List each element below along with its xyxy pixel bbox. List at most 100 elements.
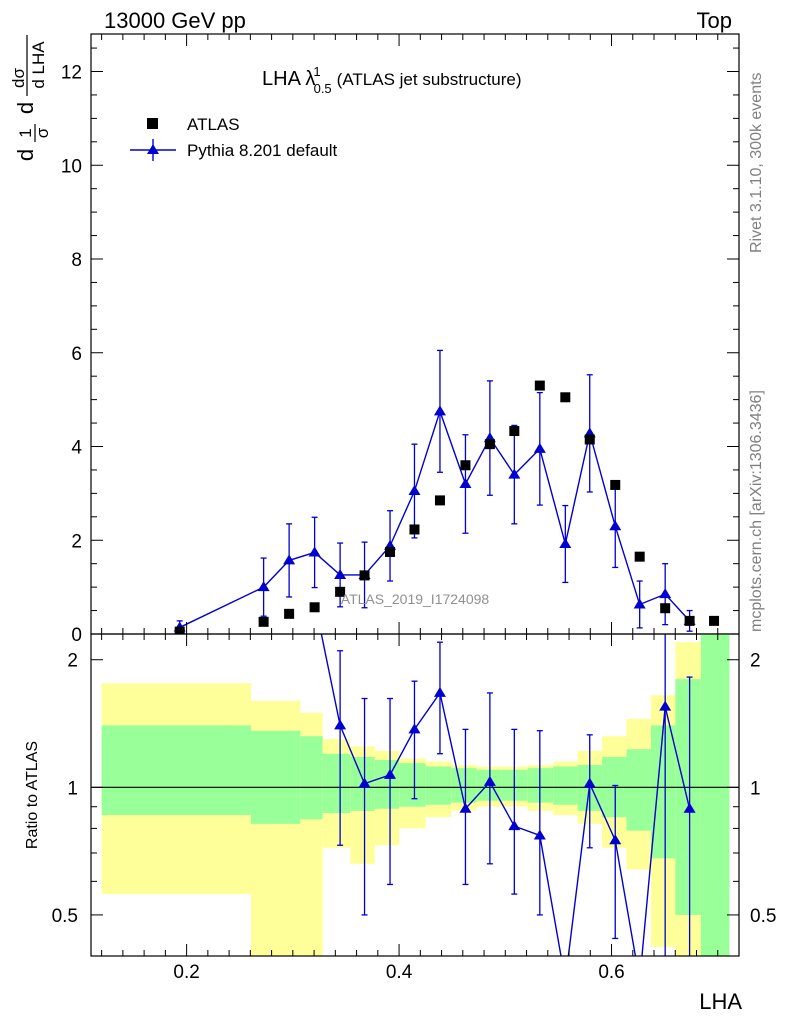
atlas-marker bbox=[309, 602, 320, 613]
x-tick-label: 0.2 bbox=[173, 962, 199, 983]
ratio-band-inner bbox=[650, 725, 676, 859]
atlas-marker bbox=[335, 586, 346, 597]
ratio-marker bbox=[358, 777, 371, 788]
lower-y-tick-label-right: 0.5 bbox=[750, 906, 776, 927]
lower-y-tick-label: 2 bbox=[67, 651, 78, 672]
atlas-marker bbox=[660, 603, 671, 614]
atlas-marker bbox=[509, 426, 520, 437]
atlas-marker bbox=[484, 439, 495, 450]
ratio-band-inner bbox=[101, 725, 251, 816]
ratio-marker bbox=[459, 802, 472, 813]
pythia-marker bbox=[334, 568, 347, 579]
lower-y-tick-label-right: 1 bbox=[750, 778, 761, 799]
upper-y-tick-label: 10 bbox=[61, 156, 82, 177]
ratio-band-inner bbox=[425, 766, 452, 805]
ratio-band-inner bbox=[626, 749, 651, 831]
pythia-marker bbox=[433, 405, 446, 416]
ratio-marker bbox=[483, 775, 496, 786]
pythia-marker bbox=[559, 538, 572, 548]
upper-y-tick-label: 12 bbox=[61, 63, 82, 84]
atlas-marker bbox=[460, 460, 471, 471]
header-left-label: 13000 GeV pp bbox=[104, 8, 246, 33]
ylabel-dlha: d LHA bbox=[29, 41, 48, 89]
ratio-marker bbox=[334, 719, 347, 730]
lower-y-axis-label: Ratio to ATLAS bbox=[24, 741, 41, 849]
pythia-marker bbox=[257, 581, 270, 592]
ratio-band-inner bbox=[675, 679, 701, 915]
legend-atlas-label: ATLAS bbox=[187, 115, 240, 134]
atlas-marker bbox=[684, 615, 695, 626]
x-tick-label: 0.4 bbox=[386, 962, 413, 983]
upper-y-tick-label: 8 bbox=[71, 250, 82, 271]
ylabel-sigma: σ bbox=[33, 127, 52, 138]
plot-title-suffix: (ATLAS jet substructure) bbox=[337, 70, 522, 89]
header-right-label: Top bbox=[697, 8, 732, 33]
ratio-band-inner bbox=[399, 763, 426, 807]
upper-y-tick-label: 4 bbox=[71, 438, 82, 459]
plot-title-base: LHA λ bbox=[262, 68, 315, 90]
ratio-band-inner bbox=[553, 766, 578, 805]
plot-title: LHA λ1 0.5 (ATLAS jet substructure) bbox=[262, 64, 522, 96]
pythia-marker bbox=[308, 546, 321, 557]
ratio-marker bbox=[384, 768, 397, 779]
ratio-leadin-line bbox=[320, 634, 341, 726]
ylabel-d2: d bbox=[13, 102, 38, 114]
ratio-marker bbox=[583, 777, 596, 788]
ratio-marker bbox=[533, 829, 546, 840]
upper-y-axis-label: d 1 σ d dσ d LHA bbox=[9, 35, 52, 161]
atlas-marker bbox=[258, 616, 269, 627]
ratio-marker bbox=[433, 686, 446, 697]
ratio-marker bbox=[408, 723, 421, 734]
ratio-band-inner bbox=[300, 736, 323, 820]
pythia-marker bbox=[408, 485, 421, 496]
pythia-marker bbox=[508, 468, 521, 479]
ratio-band-inner bbox=[451, 768, 477, 803]
ylabel-d1: d bbox=[13, 149, 38, 161]
ratio-band-inner bbox=[700, 634, 730, 956]
ratio-marker bbox=[609, 834, 622, 845]
ylabel-one: 1 bbox=[16, 128, 35, 137]
upper-y-tick-label: 2 bbox=[71, 531, 82, 552]
atlas-marker bbox=[534, 380, 545, 391]
rivet-label: Rivet 3.1.10, 300k events bbox=[748, 72, 765, 253]
ratio-band-inner bbox=[322, 753, 351, 813]
atlas-marker bbox=[634, 551, 645, 562]
pythia-marker bbox=[459, 478, 472, 488]
legend-pythia-label: Pythia 8.201 default bbox=[187, 141, 338, 160]
legend-atlas-marker bbox=[147, 118, 158, 129]
lower-y-tick-label: 0.5 bbox=[52, 906, 78, 927]
pythia-marker bbox=[609, 520, 622, 531]
atlas-marker bbox=[284, 608, 295, 619]
mcplots-label: mcplots.cern.ch [arXiv:1306.3436] bbox=[748, 390, 765, 632]
atlas-marker bbox=[560, 392, 571, 403]
lower-y-tick-label: 1 bbox=[67, 778, 78, 799]
upper-y-tick-label: 6 bbox=[71, 344, 82, 365]
ylabel-dsigma: dσ bbox=[9, 68, 28, 88]
ratio-band-inner bbox=[250, 730, 301, 824]
atlas-marker bbox=[584, 434, 595, 445]
ratio-marker bbox=[683, 802, 696, 813]
pythia-marker bbox=[633, 598, 646, 609]
upper-y-tick-label: 0 bbox=[71, 625, 82, 646]
x-tick-label: 0.6 bbox=[598, 962, 624, 983]
atlas-marker bbox=[174, 626, 185, 634]
legend: ATLAS Pythia 8.201 default bbox=[130, 115, 338, 161]
atlas-marker bbox=[409, 524, 420, 535]
pythia-marker bbox=[283, 554, 296, 565]
legend-pythia-marker bbox=[147, 144, 159, 154]
ratio-band-inner bbox=[374, 760, 400, 809]
atlas-marker bbox=[359, 570, 370, 581]
plot-title-sup: 1 bbox=[313, 64, 320, 79]
pythia-marker bbox=[659, 588, 672, 599]
ratio-plot-panel: 0.2 0.4 0.6 0.5 0.5 1 1 2 2 bbox=[52, 633, 776, 983]
ratio-plot-frame bbox=[90, 633, 740, 957]
ratio-marker bbox=[508, 820, 521, 831]
atlas-marker bbox=[434, 495, 445, 506]
ratio-marker bbox=[659, 700, 672, 711]
atlas-marker bbox=[709, 615, 720, 626]
analysis-watermark: ATLAS_2019_I1724098 bbox=[341, 591, 490, 607]
atlas-marker bbox=[610, 479, 621, 490]
x-axis-label: LHA bbox=[699, 989, 742, 1014]
plot-title-sub: 0.5 bbox=[314, 81, 332, 96]
